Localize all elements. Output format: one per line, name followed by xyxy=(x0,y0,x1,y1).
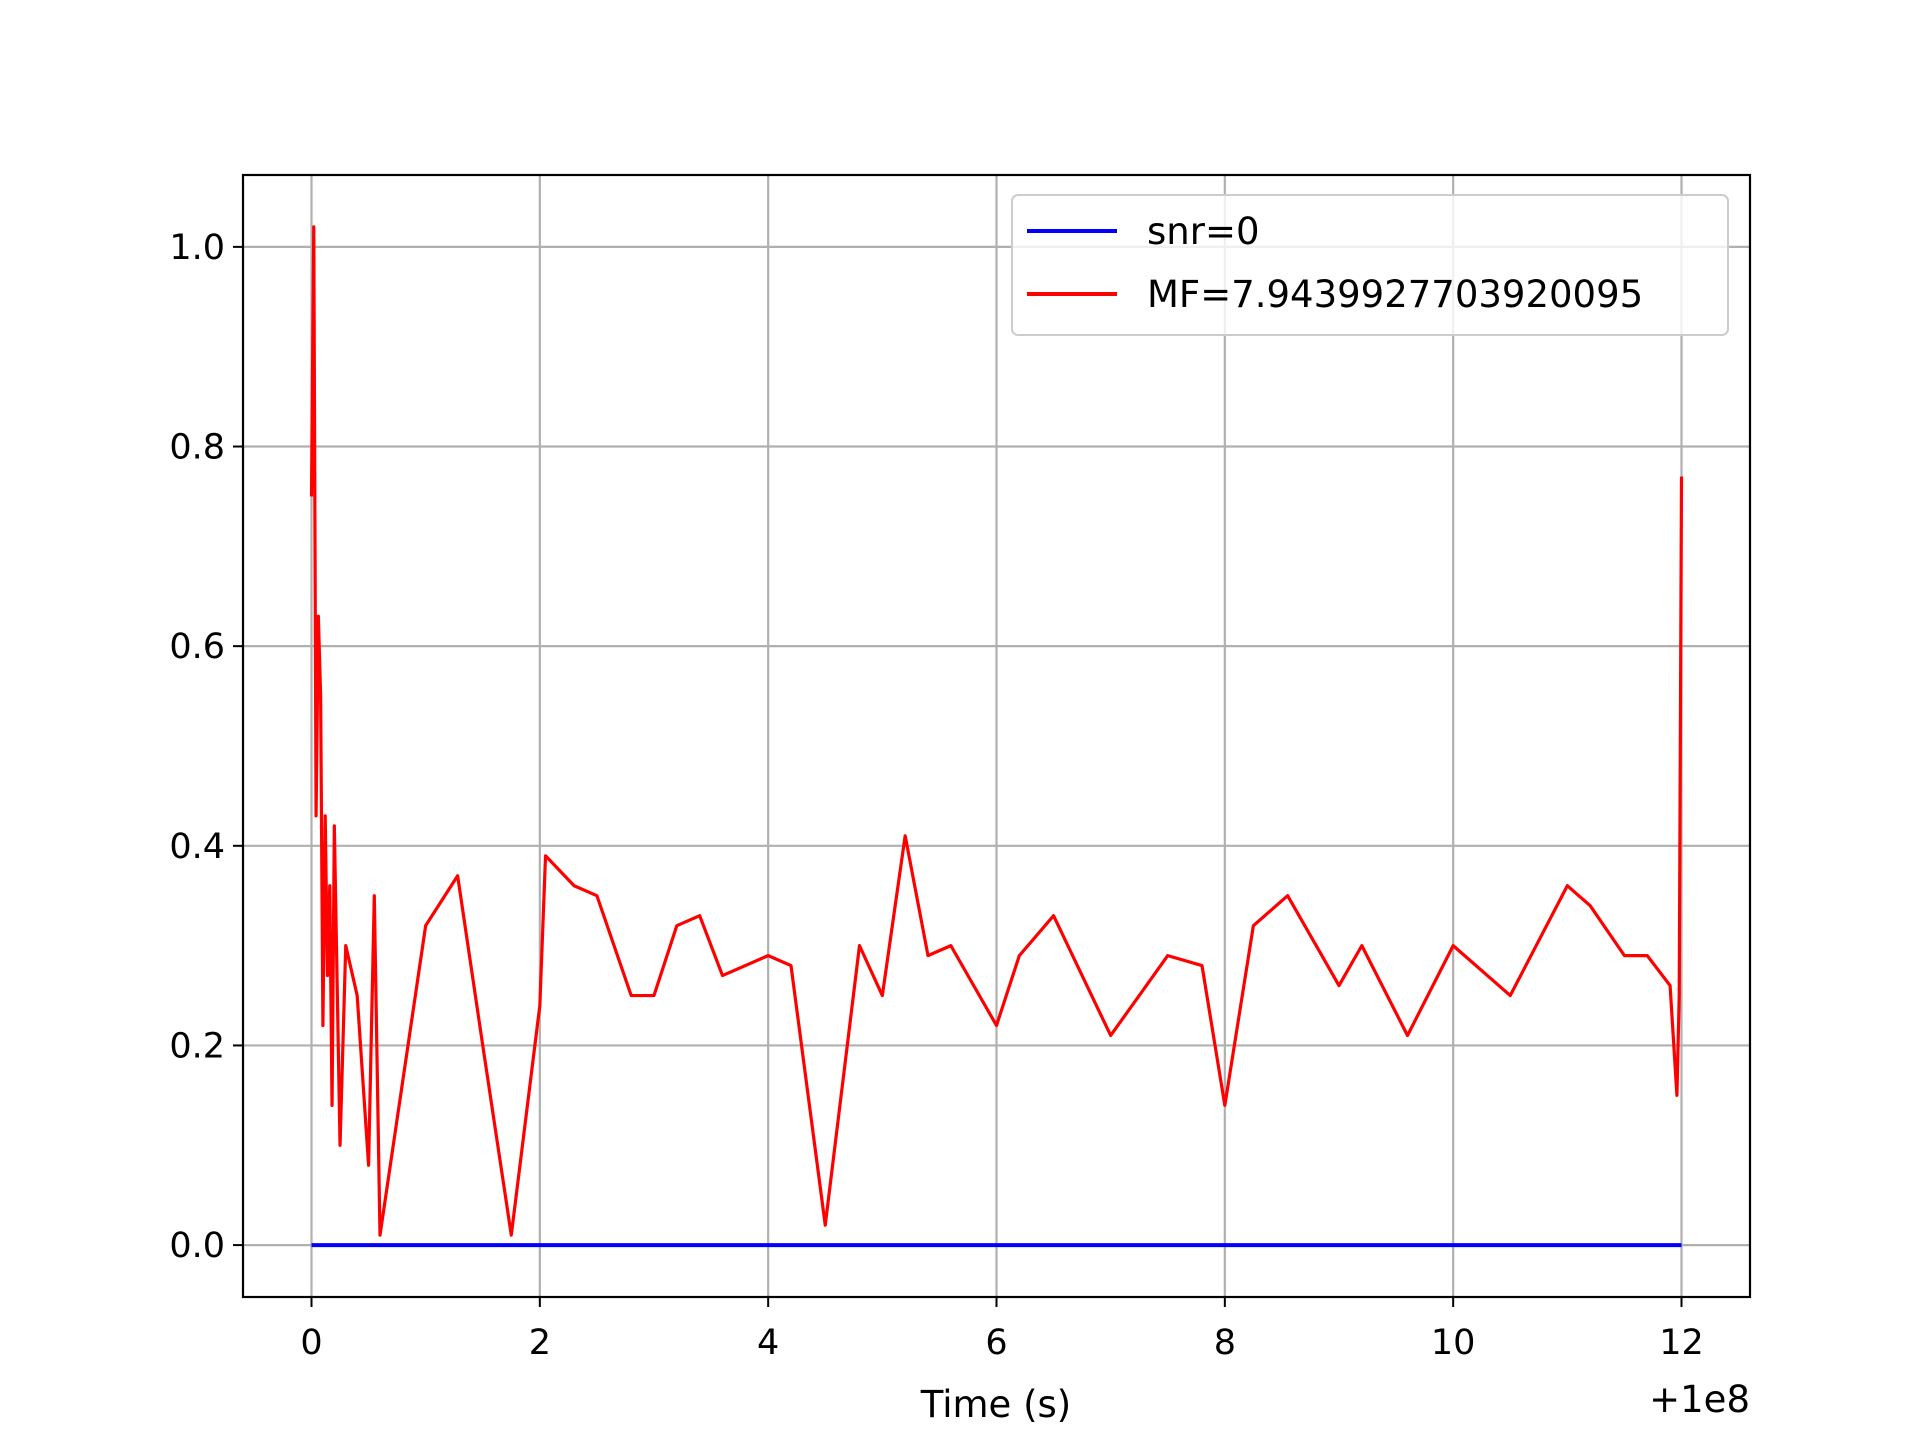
y-tick-label: 0.8 xyxy=(169,428,225,468)
y-axis: 0.0 0.2 0.4 0.6 0.8 1.0 xyxy=(169,228,243,1266)
legend-label-snr: snr=0 xyxy=(1147,210,1259,253)
series-layer xyxy=(309,225,1684,1248)
x-tick-label: 10 xyxy=(1431,1323,1476,1363)
legend: snr=0 MF=7.9439927703920095 xyxy=(1011,194,1729,336)
y-tick-label: 1.0 xyxy=(169,228,225,268)
legend-box xyxy=(1011,194,1729,336)
x-axis-label: Time (s) xyxy=(920,1383,1071,1426)
y-tick-label: 0.6 xyxy=(169,627,225,667)
x-offset-label: +1e8 xyxy=(1649,1378,1750,1421)
x-tick-label: 0 xyxy=(300,1323,322,1363)
legend-label-mf: MF=7.9439927703920095 xyxy=(1147,273,1643,316)
x-tick-label: 12 xyxy=(1659,1323,1704,1363)
y-tick-label: 0.0 xyxy=(169,1226,225,1266)
x-axis: 0 2 4 6 8 10 12 xyxy=(300,1297,1704,1363)
y-tick-label: 0.2 xyxy=(169,1026,225,1066)
x-tick-label: 4 xyxy=(757,1323,779,1363)
series-mf-line xyxy=(309,225,1684,1237)
x-tick-label: 2 xyxy=(529,1323,551,1363)
x-tick-label: 8 xyxy=(1214,1323,1236,1363)
y-tick-label: 0.4 xyxy=(169,827,225,867)
x-tick-label: 6 xyxy=(985,1323,1007,1363)
